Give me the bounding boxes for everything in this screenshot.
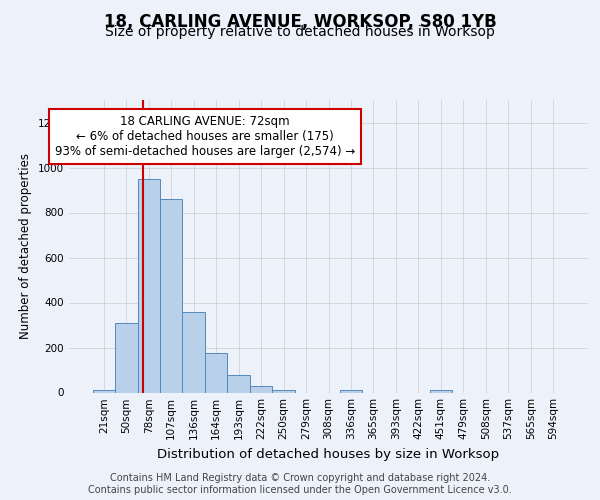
X-axis label: Distribution of detached houses by size in Worksop: Distribution of detached houses by size … [157, 448, 500, 461]
Bar [272, 390, 295, 392]
Bar [160, 199, 182, 392]
Text: 18, CARLING AVENUE, WORKSOP, S80 1YB: 18, CARLING AVENUE, WORKSOP, S80 1YB [104, 12, 496, 30]
Bar [115, 323, 137, 392]
Bar [340, 390, 362, 392]
Bar [227, 374, 250, 392]
Text: Size of property relative to detached houses in Worksop: Size of property relative to detached ho… [105, 25, 495, 39]
Bar [430, 390, 452, 392]
Text: 18 CARLING AVENUE: 72sqm
← 6% of detached houses are smaller (175)
93% of semi-d: 18 CARLING AVENUE: 72sqm ← 6% of detache… [55, 114, 355, 158]
Text: Contains HM Land Registry data © Crown copyright and database right 2024.
Contai: Contains HM Land Registry data © Crown c… [88, 474, 512, 495]
Y-axis label: Number of detached properties: Number of detached properties [19, 153, 32, 340]
Bar [92, 390, 115, 392]
Bar [205, 353, 227, 393]
Bar [250, 386, 272, 392]
Bar [182, 312, 205, 392]
Bar [137, 179, 160, 392]
